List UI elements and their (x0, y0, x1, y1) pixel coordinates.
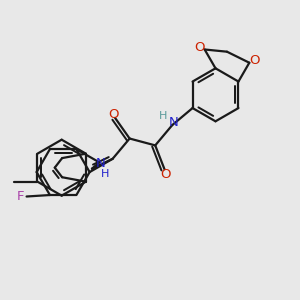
Text: O: O (108, 108, 119, 121)
Text: O: O (249, 54, 260, 67)
Text: N: N (96, 157, 106, 170)
Text: N: N (169, 116, 178, 129)
Text: H: H (101, 169, 110, 179)
Text: O: O (194, 40, 205, 54)
Text: O: O (161, 168, 171, 181)
Text: H: H (159, 111, 168, 121)
Text: F: F (16, 190, 24, 203)
